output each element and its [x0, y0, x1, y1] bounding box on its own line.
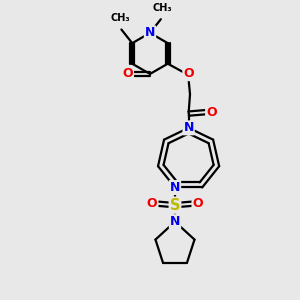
- Text: N: N: [145, 26, 155, 39]
- Text: O: O: [147, 197, 158, 210]
- Text: S: S: [170, 198, 180, 213]
- Text: N: N: [170, 215, 180, 228]
- Text: N: N: [183, 122, 194, 134]
- Text: O: O: [183, 67, 194, 80]
- Text: CH₃: CH₃: [110, 13, 130, 23]
- Text: O: O: [122, 68, 133, 80]
- Text: O: O: [193, 197, 203, 210]
- Text: N: N: [170, 181, 180, 194]
- Text: CH₃: CH₃: [152, 3, 172, 13]
- Text: O: O: [206, 106, 217, 119]
